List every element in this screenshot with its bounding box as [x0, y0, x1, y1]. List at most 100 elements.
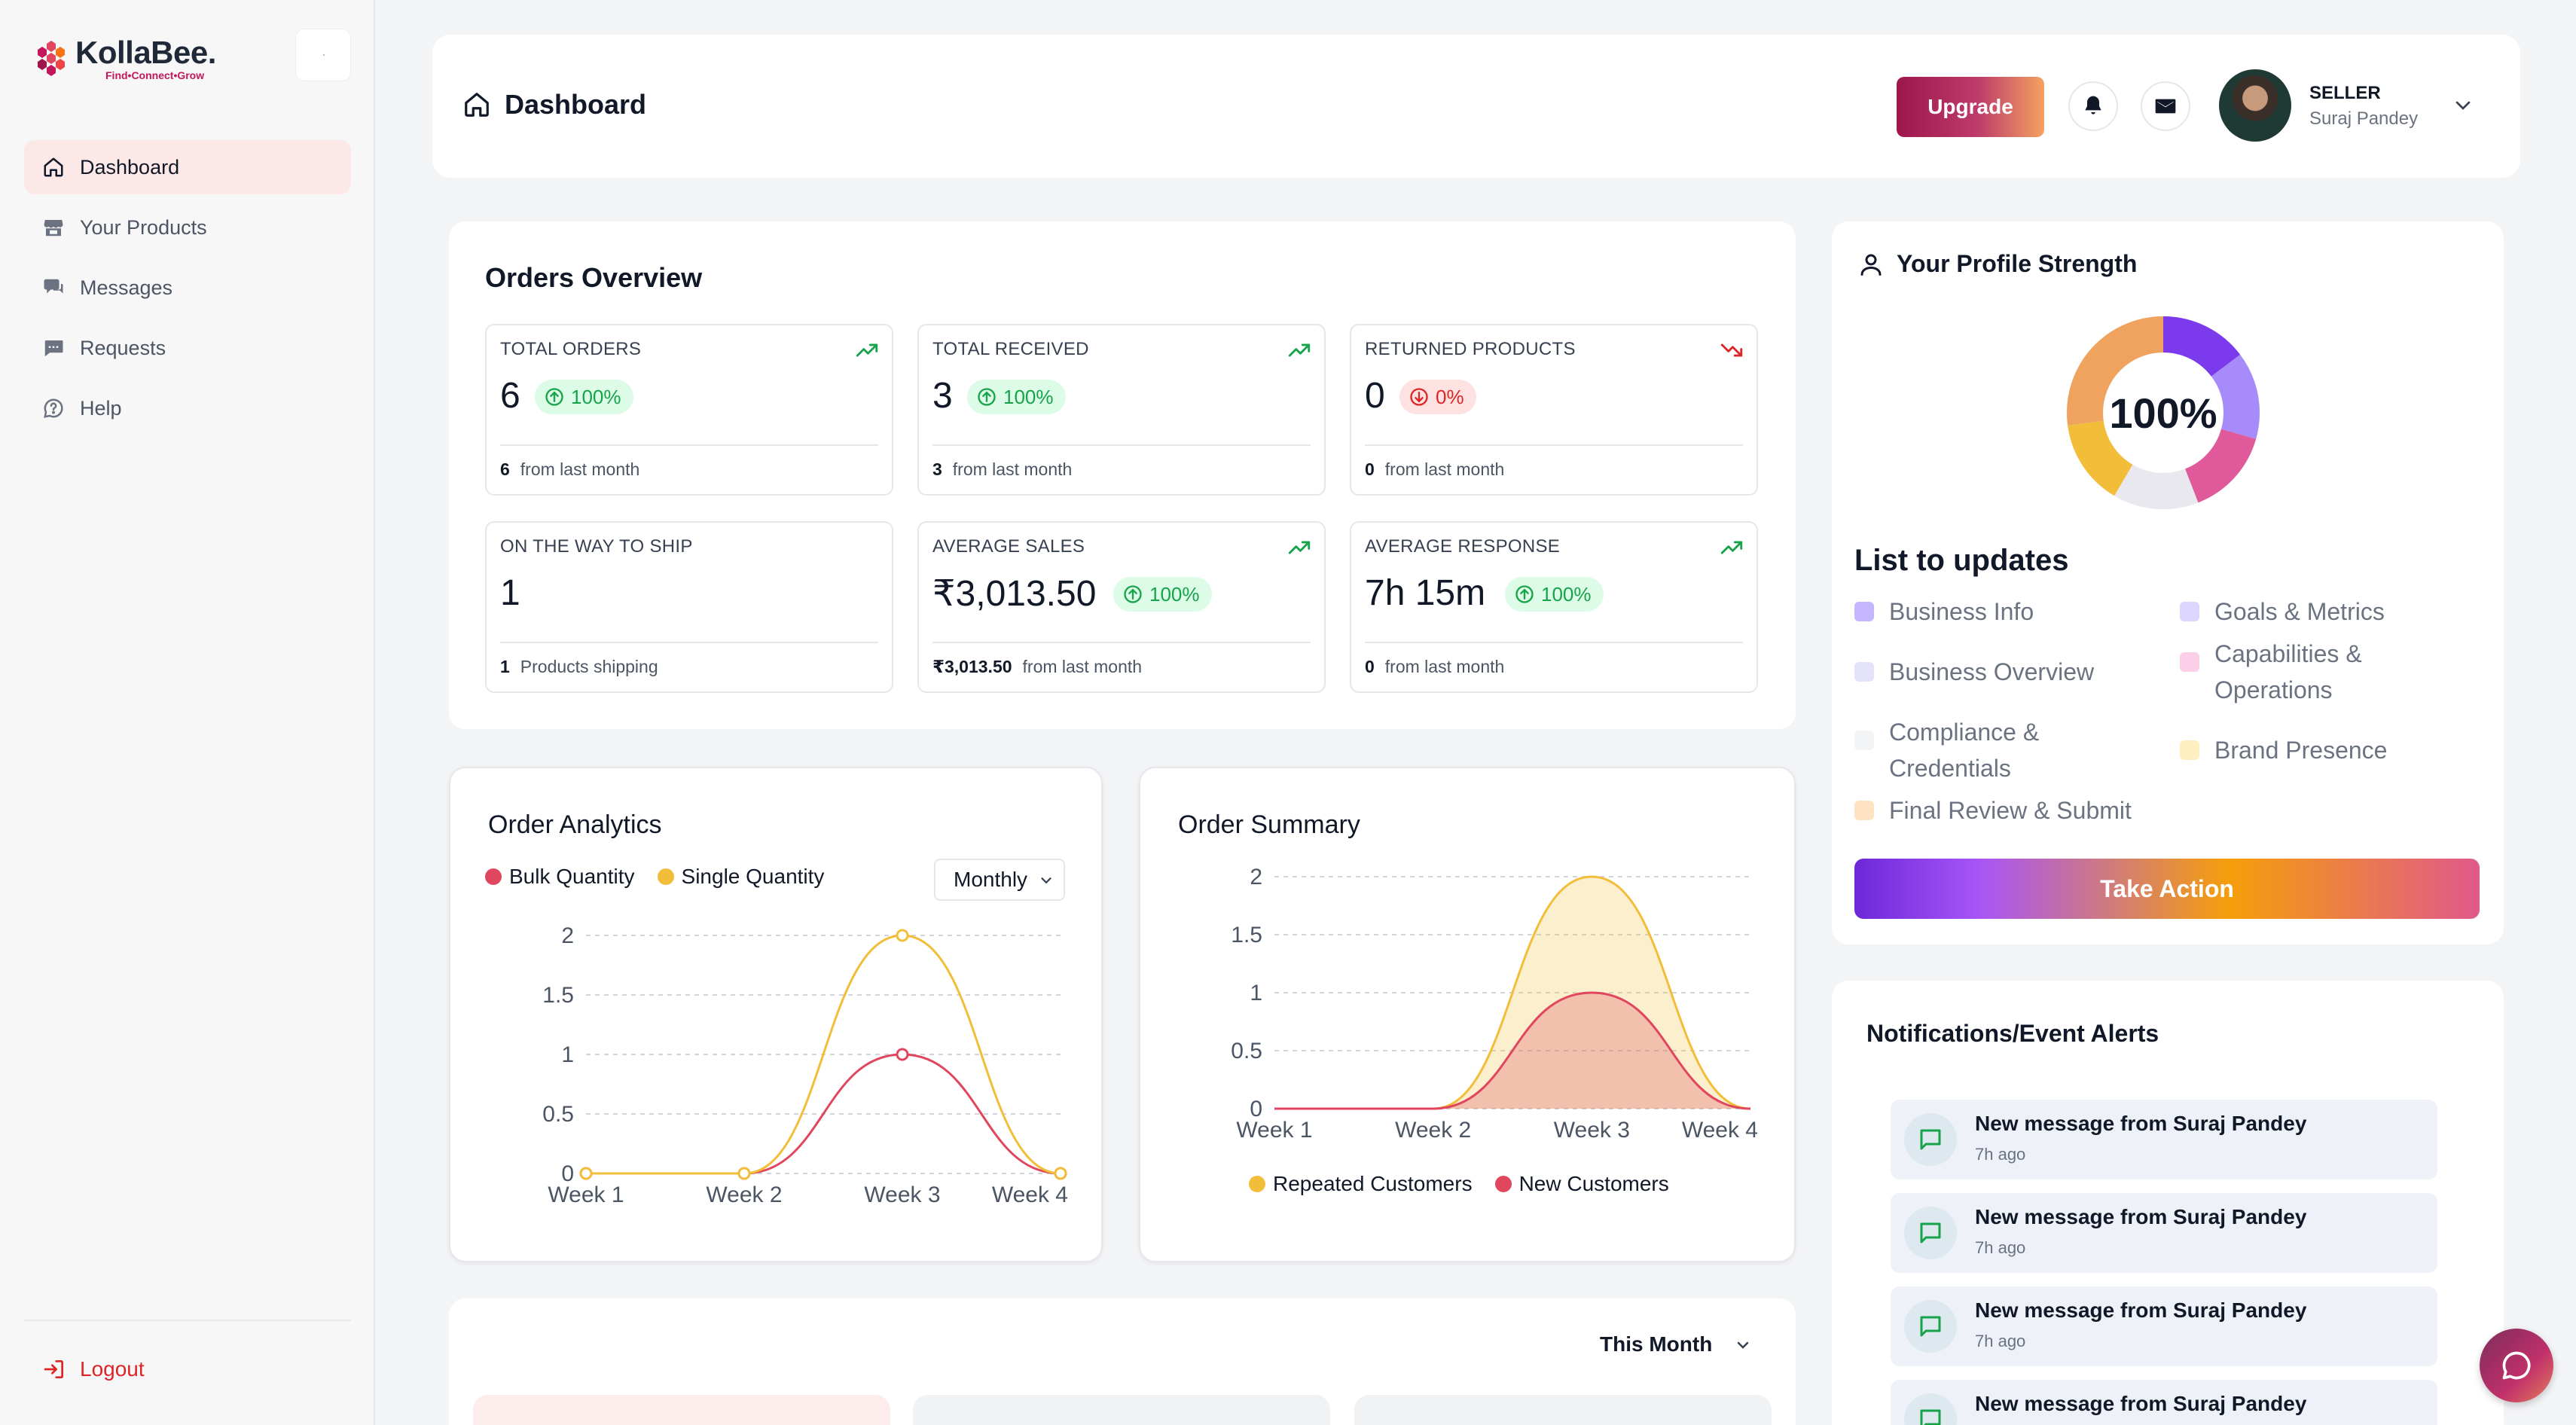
divider: [932, 444, 1311, 446]
summary-tile: [913, 1395, 1330, 1425]
take-action-button[interactable]: Take Action: [1854, 859, 2480, 919]
chat-fab-button[interactable]: [2480, 1329, 2553, 1402]
change-badge: 100%: [535, 380, 633, 414]
trend-up-icon: [1720, 541, 1743, 554]
series-line[interactable]: [586, 1053, 1061, 1175]
store-icon: [44, 220, 63, 236]
status-square: [1854, 662, 1874, 682]
stat-footer-value: 1: [500, 657, 510, 676]
status-square: [1854, 801, 1874, 820]
logout-icon: [44, 1360, 63, 1378]
divider: [932, 642, 1311, 643]
update-item-capabilities-operations[interactable]: Capabilities & Operations: [2180, 636, 2376, 708]
chat-icon: [44, 279, 63, 294]
data-point[interactable]: [1054, 1167, 1067, 1180]
sidebar-item-help[interactable]: Help: [24, 381, 351, 435]
update-item-final-review[interactable]: Final Review & Submit: [1854, 792, 2132, 828]
legend-item-repeated[interactable]: Repeated Customers: [1249, 1172, 1473, 1196]
stat-card: AVERAGE RESPONSE 7h 15m 100% 0 from last mon…: [1350, 521, 1758, 693]
stat-label: TOTAL ORDERS: [500, 339, 642, 359]
update-item-goals-metrics[interactable]: Goals & Metrics: [2180, 593, 2385, 630]
logo[interactable]: KollaBee. Find•Connect•Grow: [33, 36, 216, 81]
update-item-compliance-credentials[interactable]: Compliance & Credentials: [1854, 714, 2080, 786]
update-item-label: Brand Presence: [2214, 737, 2388, 764]
data-point[interactable]: [896, 1048, 909, 1061]
x-tick-label: Week 1: [548, 1182, 624, 1207]
notification-item[interactable]: New message from Suraj Pandey 7h ago: [1891, 1286, 2437, 1366]
logout-button[interactable]: Logout: [42, 1357, 145, 1381]
month-select-value: This Month: [1600, 1332, 1713, 1356]
help-icon: [44, 398, 63, 418]
chevron-down-icon: [1041, 877, 1051, 884]
month-select[interactable]: This Month: [1580, 1320, 1769, 1369]
notifications-button[interactable]: [2068, 81, 2118, 131]
update-item-label: Goals & Metrics: [2214, 598, 2385, 625]
legend-item-new[interactable]: New Customers: [1494, 1172, 1669, 1196]
series-line[interactable]: [1274, 991, 1751, 1110]
update-item-label: Business Info: [1889, 598, 2034, 625]
x-tick-label: Week 4: [1682, 1118, 1758, 1143]
legend-repeated-label: Repeated Customers: [1273, 1172, 1473, 1195]
stat-footer-value: 0: [1365, 459, 1375, 479]
x-tick-label: Week 4: [992, 1182, 1068, 1207]
legend-new-label: New Customers: [1518, 1172, 1669, 1195]
sidebar-item-requests[interactable]: Requests: [24, 321, 351, 375]
y-tick-label: 0: [1250, 1097, 1262, 1121]
sidebar-item-label: Dashboard: [80, 155, 180, 179]
order-summary-chart: 0 0.5 1 1.5 2 Week 1 Week 2 Week 3 Week 4: [1231, 865, 1758, 1143]
data-point[interactable]: [579, 1167, 593, 1180]
sidebar-collapse-button[interactable]: [295, 29, 351, 81]
update-item-brand-presence[interactable]: Brand Presence: [2180, 732, 2387, 768]
status-square: [2180, 652, 2199, 672]
divider: [500, 444, 878, 446]
upgrade-button[interactable]: Upgrade: [1897, 77, 2044, 137]
avatar[interactable]: [2219, 69, 2291, 142]
stat-label: AVERAGE SALES: [932, 536, 1085, 557]
update-item-business-info[interactable]: Business Info: [1854, 593, 2034, 630]
notification-text: New message from Suraj Pandey: [1975, 1392, 2307, 1415]
profile-strength-percent: 100%: [2109, 389, 2217, 437]
stat-footer-value: 6: [500, 459, 510, 479]
notification-text: New message from Suraj Pandey: [1975, 1112, 2307, 1135]
message-icon-wrap: [1904, 1300, 1957, 1353]
period-select[interactable]: Monthly: [934, 859, 1065, 901]
status-square: [2180, 602, 2199, 621]
sidebar-item-messages[interactable]: Messages: [24, 261, 351, 315]
data-point[interactable]: [737, 1167, 751, 1180]
message-icon-wrap: [1904, 1113, 1957, 1166]
chevron-down-icon[interactable]: [2451, 93, 2475, 117]
message-icon: [1920, 1409, 1941, 1425]
notification-item[interactable]: New message from Suraj Pandey 7h ago: [1891, 1380, 2437, 1425]
sidebar: KollaBee. Find•Connect•Grow Dashboard Yo…: [0, 0, 375, 1425]
x-tick-label: Week 1: [1236, 1118, 1312, 1143]
notification-text: New message from Suraj Pandey: [1975, 1298, 2307, 1322]
y-tick-label: 2: [1250, 865, 1262, 889]
user-icon: [1860, 254, 1882, 276]
brand-tagline: Find•Connect•Grow: [105, 69, 205, 81]
y-tick-label: 1: [561, 1042, 574, 1067]
stat-value: ₹3,013.50: [932, 574, 1097, 614]
summary-legend: Repeated Customers New Customers: [1249, 1172, 1692, 1196]
change-badge-text: 100%: [1541, 582, 1592, 606]
data-point[interactable]: [896, 929, 909, 942]
stat-footer: 0 from last month: [1365, 657, 1504, 677]
mail-button[interactable]: [2141, 81, 2190, 131]
brand-name: KollaBee.: [75, 35, 216, 70]
user-info[interactable]: SELLER Suraj Pandey: [2309, 83, 2418, 130]
update-item-business-overview[interactable]: Business Overview: [1854, 654, 2094, 690]
series-line[interactable]: [586, 934, 1061, 1175]
sidebar-item-dashboard[interactable]: Dashboard: [24, 140, 351, 194]
notification-item[interactable]: New message from Suraj Pandey 7h ago: [1891, 1193, 2437, 1273]
sidebar-item-your-products[interactable]: Your Products: [24, 200, 351, 255]
profile-strength-title-text: Your Profile Strength: [1897, 250, 2138, 277]
legend-item-single[interactable]: Single Quantity: [657, 865, 824, 889]
trend-up-icon: [856, 343, 878, 357]
change-badge: 100%: [1113, 577, 1212, 612]
trend-down-icon: [1720, 343, 1743, 357]
stat-footer: 3 from last month: [932, 459, 1072, 480]
legend-item-bulk[interactable]: Bulk Quantity: [485, 865, 635, 889]
notification-item[interactable]: New message from Suraj Pandey 7h ago: [1891, 1100, 2437, 1179]
update-item-label: Business Overview: [1889, 658, 2095, 685]
y-tick-label: 0.5: [542, 1102, 574, 1127]
mail-icon: [2155, 99, 2176, 114]
